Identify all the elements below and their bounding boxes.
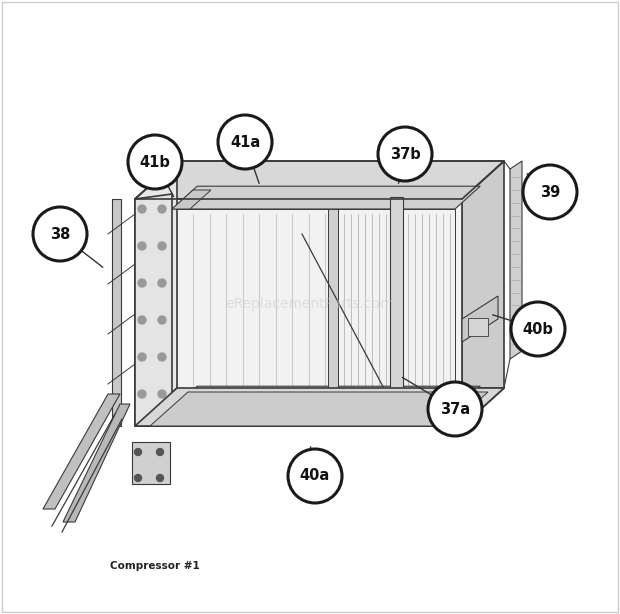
Polygon shape xyxy=(150,392,488,426)
Circle shape xyxy=(138,242,146,250)
Circle shape xyxy=(138,390,146,398)
Text: 40b: 40b xyxy=(523,322,554,336)
Polygon shape xyxy=(510,161,522,359)
Text: 40a: 40a xyxy=(300,468,330,483)
Polygon shape xyxy=(135,388,504,426)
Text: 37b: 37b xyxy=(389,147,420,161)
Circle shape xyxy=(158,242,166,250)
Circle shape xyxy=(135,475,141,481)
Polygon shape xyxy=(135,199,462,426)
Circle shape xyxy=(428,382,482,436)
Polygon shape xyxy=(63,404,130,522)
Text: 41a: 41a xyxy=(230,134,260,149)
Polygon shape xyxy=(135,161,504,199)
Bar xyxy=(132,442,170,484)
Polygon shape xyxy=(462,296,498,342)
Polygon shape xyxy=(112,199,121,426)
Text: eReplacementParts.com: eReplacementParts.com xyxy=(226,297,394,311)
Circle shape xyxy=(378,127,432,181)
Circle shape xyxy=(156,448,164,456)
Polygon shape xyxy=(135,388,504,426)
Circle shape xyxy=(138,353,146,361)
Circle shape xyxy=(288,449,342,503)
Polygon shape xyxy=(172,186,480,209)
Circle shape xyxy=(135,448,141,456)
Circle shape xyxy=(158,205,166,213)
Circle shape xyxy=(156,475,164,481)
Circle shape xyxy=(158,390,166,398)
Circle shape xyxy=(128,135,182,189)
Text: 38: 38 xyxy=(50,227,70,241)
Polygon shape xyxy=(328,209,338,409)
Circle shape xyxy=(158,279,166,287)
Circle shape xyxy=(218,115,272,169)
Circle shape xyxy=(33,207,87,261)
Circle shape xyxy=(523,165,577,219)
Polygon shape xyxy=(462,161,504,426)
Text: 39: 39 xyxy=(540,184,560,200)
Circle shape xyxy=(138,205,146,213)
Polygon shape xyxy=(390,197,403,409)
Polygon shape xyxy=(43,394,120,509)
Polygon shape xyxy=(135,194,172,426)
Polygon shape xyxy=(172,386,480,409)
Circle shape xyxy=(511,302,565,356)
Text: 37a: 37a xyxy=(440,402,470,416)
Bar xyxy=(468,318,488,336)
Circle shape xyxy=(158,353,166,361)
Circle shape xyxy=(158,316,166,324)
Polygon shape xyxy=(135,161,177,426)
Polygon shape xyxy=(172,190,211,209)
Text: 41b: 41b xyxy=(140,155,170,169)
Polygon shape xyxy=(172,390,211,409)
Text: Compressor #1: Compressor #1 xyxy=(110,561,200,571)
Circle shape xyxy=(138,279,146,287)
Circle shape xyxy=(138,316,146,324)
